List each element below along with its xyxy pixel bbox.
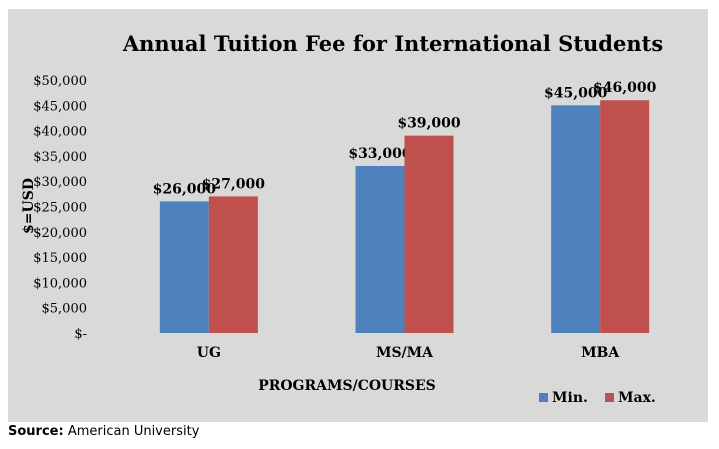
y-tick-label: $35,000 (33, 150, 87, 165)
data-label: $27,000 (202, 176, 266, 192)
y-tick-label: $10,000 (33, 276, 87, 291)
legend-label: Max. (618, 390, 656, 406)
source-text: American University (63, 424, 200, 439)
y-tick-label: $5,000 (42, 302, 88, 317)
bar-chart: Annual Tuition Fee for International Stu… (21, 31, 663, 406)
bar-min (551, 105, 601, 333)
x-tick-label: MS/MA (376, 345, 434, 361)
legend-swatch (605, 393, 614, 402)
bar-min (355, 166, 405, 333)
chart-title: Annual Tuition Fee for International Stu… (122, 31, 663, 56)
y-tick-label: $40,000 (33, 125, 87, 140)
y-tick-label: $25,000 (33, 201, 87, 216)
source-line: Source: American University (8, 424, 199, 444)
y-tick-label: $50,000 (33, 74, 87, 89)
bar-max (404, 135, 454, 333)
legend-label: Min. (552, 390, 588, 406)
y-tick-label: $30,000 (33, 175, 87, 190)
data-label: $46,000 (593, 80, 657, 96)
x-tick-label: MBA (581, 345, 620, 361)
bar-max (600, 100, 650, 334)
y-tick-label: $45,000 (33, 99, 87, 114)
data-label: $45,000 (544, 85, 608, 101)
data-label: $26,000 (153, 181, 217, 197)
y-axis-label: $=USD (21, 178, 37, 234)
bar-min (159, 201, 209, 333)
data-label: $33,000 (348, 146, 412, 162)
x-axis-label: PROGRAMS/COURSES (258, 378, 436, 394)
bar-max (208, 196, 258, 333)
chart-area: Annual Tuition Fee for International Stu… (8, 9, 708, 422)
y-tick-label: $20,000 (33, 226, 87, 241)
legend-swatch (539, 393, 548, 402)
y-tick-label: $- (74, 327, 87, 342)
y-tick-label: $15,000 (33, 251, 87, 266)
data-label: $39,000 (397, 116, 461, 132)
source-label: Source: (8, 424, 64, 439)
x-tick-label: UG (197, 345, 221, 361)
